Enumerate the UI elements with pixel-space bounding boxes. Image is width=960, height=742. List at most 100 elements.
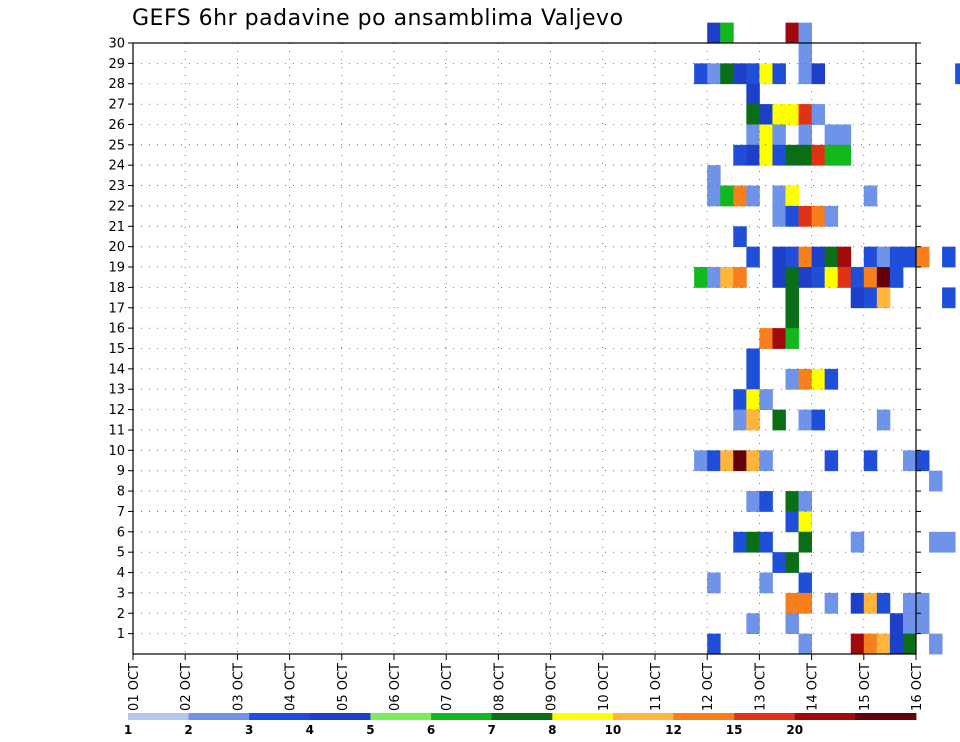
heatmap-cell	[759, 144, 773, 166]
heatmap-cell	[850, 531, 865, 553]
heatmap-cell	[863, 633, 878, 655]
heatmap-cell	[785, 246, 799, 268]
heatmap-cell	[785, 267, 799, 288]
heatmap-cell	[759, 450, 773, 472]
heatmap-cell	[798, 531, 812, 553]
colorbar-segment	[734, 713, 796, 720]
colorbar-label: 5	[366, 723, 374, 737]
chart-title: GEFS 6hr padavine po ansamblima Valjevo	[132, 6, 624, 31]
y-tick-label: 29	[108, 57, 125, 72]
colorbar-segment	[855, 713, 917, 720]
x-tick-label: 06 OCT	[388, 663, 403, 711]
y-tick-label: 26	[108, 118, 125, 133]
heatmap-cell	[798, 267, 812, 288]
colorbar-segment	[309, 713, 371, 720]
x-tick-label: 02 OCT	[179, 663, 194, 711]
heatmap-cell	[902, 450, 917, 472]
y-tick-label: 16	[108, 322, 125, 337]
heatmap-cell	[824, 124, 839, 146]
heatmap-cell	[707, 165, 721, 186]
heatmap-cell	[837, 124, 852, 146]
heatmap-cell	[785, 22, 799, 44]
heatmap-cell	[876, 267, 891, 288]
heatmap-cell	[746, 389, 760, 410]
heatmap-cell	[707, 267, 721, 288]
heatmap-cell	[759, 63, 773, 85]
heatmap-cell	[785, 144, 799, 166]
heatmap-cell	[746, 246, 760, 268]
heatmap-cell	[720, 185, 734, 207]
y-tick-label: 4	[117, 566, 125, 581]
y-tick-label: 9	[117, 464, 125, 479]
heatmap-cell	[798, 63, 812, 85]
heatmap-cell	[837, 267, 852, 288]
heatmap-cell	[707, 450, 721, 472]
y-tick-label: 11	[108, 423, 125, 438]
heatmap-cell	[863, 592, 878, 614]
heatmap-cell	[824, 205, 839, 227]
heatmap-cell	[916, 613, 930, 635]
heatmap-cell	[759, 572, 773, 594]
y-tick-label: 18	[108, 281, 125, 296]
y-tick-label: 20	[108, 240, 125, 255]
heatmap-cell	[772, 328, 786, 349]
heatmap-cell	[746, 409, 760, 431]
heatmap-cell	[733, 63, 747, 85]
colorbar-segment	[188, 713, 250, 720]
y-tick-label: 2	[117, 607, 125, 622]
heatmap-cells	[694, 22, 960, 655]
heatmap-cell	[785, 328, 799, 349]
heatmap-cell	[916, 450, 930, 472]
x-tick-label: 07 OCT	[440, 663, 455, 711]
heatmap-cell	[889, 613, 904, 635]
colorbar-segment	[370, 713, 432, 720]
heatmap-cell	[798, 511, 812, 533]
heatmap-cell	[811, 63, 826, 85]
heatmap-cell	[772, 205, 786, 227]
y-tick-label: 24	[108, 159, 125, 174]
y-tick-label: 10	[108, 444, 125, 459]
heatmap-cell	[772, 185, 786, 207]
heatmap-cell	[772, 267, 786, 288]
x-axis-ticks: 01 OCT 02 OCT 03 OCT 04 OCT 05 OCT 06 OCT 07 O…	[127, 654, 925, 711]
y-tick-label: 19	[108, 261, 125, 276]
heatmap-cell	[694, 450, 708, 472]
heatmap-cell	[785, 491, 799, 512]
heatmap-cell	[798, 409, 812, 431]
colorbar-label: 15	[726, 723, 743, 737]
heatmap-cell	[733, 531, 747, 553]
colorbar-segment	[431, 713, 493, 720]
y-tick-label: 7	[117, 505, 125, 520]
colorbar-segment	[673, 713, 735, 720]
heatmap-cell	[942, 531, 956, 553]
heatmap-cell	[811, 104, 826, 125]
heatmap-cell	[876, 287, 891, 309]
x-tick-label: 13 OCT	[753, 663, 768, 711]
y-tick-label: 30	[108, 37, 125, 52]
x-tick-label: 05 OCT	[336, 663, 351, 711]
heatmap-cell	[772, 144, 786, 166]
heatmap-cell	[889, 267, 904, 288]
heatmap-cell	[707, 633, 721, 655]
heatmap-cell	[759, 124, 773, 146]
heatmap-cell	[811, 246, 826, 268]
colorbar-segment	[128, 713, 190, 720]
heatmap-cell	[798, 22, 812, 44]
heatmap-cell	[929, 531, 943, 553]
heatmap-cell	[733, 226, 747, 248]
heatmap-cell	[746, 368, 760, 390]
x-tick-label: 15 OCT	[858, 663, 873, 711]
heatmap-cell	[916, 592, 930, 614]
heatmap-cell	[746, 613, 760, 635]
heatmap-cell	[824, 246, 839, 268]
heatmap-cell	[811, 205, 826, 227]
colorbar-label: 7	[488, 723, 496, 737]
heatmap-cell	[733, 409, 747, 431]
heatmap-cell	[863, 450, 878, 472]
heatmap-cell	[720, 267, 734, 288]
x-tick-label: 09 OCT	[545, 663, 560, 711]
colorbar-label: 4	[306, 723, 314, 737]
heatmap-cell	[746, 531, 760, 553]
heatmap-cell	[824, 368, 839, 390]
y-tick-label: 8	[117, 485, 125, 500]
